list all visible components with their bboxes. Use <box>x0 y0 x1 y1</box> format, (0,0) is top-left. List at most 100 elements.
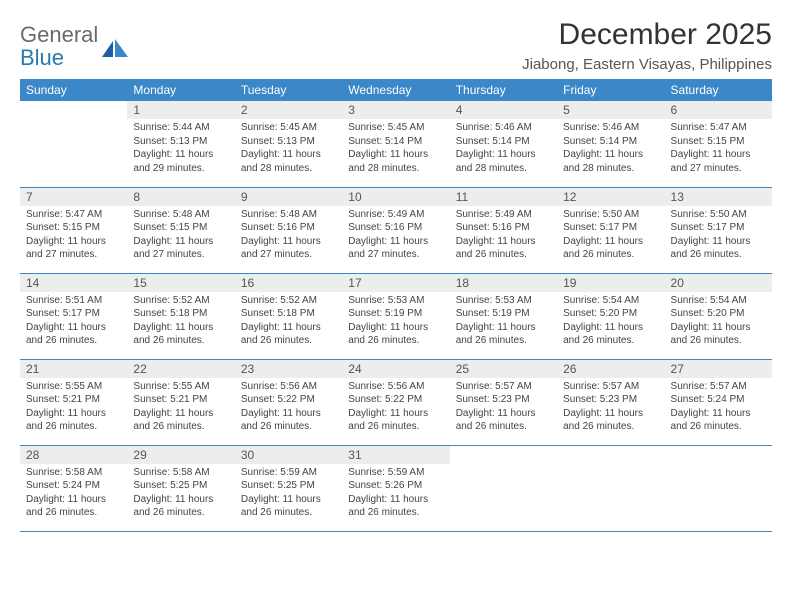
day-body: Sunrise: 5:54 AMSunset: 5:20 PMDaylight:… <box>665 292 772 352</box>
sunset-text: Sunset: 5:20 PM <box>563 307 658 321</box>
day-body: Sunrise: 5:44 AMSunset: 5:13 PMDaylight:… <box>127 119 234 179</box>
day-body: Sunrise: 5:53 AMSunset: 5:19 PMDaylight:… <box>342 292 449 352</box>
daylight-text: and 26 minutes. <box>671 248 766 262</box>
sunrise-text: Sunrise: 5:49 AM <box>348 208 443 222</box>
logo-text-block: General Blue <box>20 24 98 71</box>
day-number: 29 <box>127 446 234 464</box>
sunset-text: Sunset: 5:22 PM <box>241 393 336 407</box>
calendar-cell: 31Sunrise: 5:59 AMSunset: 5:26 PMDayligh… <box>342 445 449 531</box>
daylight-text: Daylight: 11 hours <box>563 235 658 249</box>
day-number: 5 <box>557 101 664 119</box>
day-body: Sunrise: 5:53 AMSunset: 5:19 PMDaylight:… <box>450 292 557 352</box>
day-number: 18 <box>450 274 557 292</box>
day-body: Sunrise: 5:55 AMSunset: 5:21 PMDaylight:… <box>127 378 234 438</box>
sunrise-text: Sunrise: 5:55 AM <box>26 380 121 394</box>
sunset-text: Sunset: 5:22 PM <box>348 393 443 407</box>
day-number: 6 <box>665 101 772 119</box>
daylight-text: and 26 minutes. <box>133 334 228 348</box>
day-header-row: Sunday Monday Tuesday Wednesday Thursday… <box>20 79 772 101</box>
calendar-cell: 10Sunrise: 5:49 AMSunset: 5:16 PMDayligh… <box>342 187 449 273</box>
logo-text-gray: General <box>20 22 98 47</box>
sunrise-text: Sunrise: 5:57 AM <box>671 380 766 394</box>
calendar-cell: 30Sunrise: 5:59 AMSunset: 5:25 PMDayligh… <box>235 445 342 531</box>
sunrise-text: Sunrise: 5:54 AM <box>671 294 766 308</box>
daylight-text: and 26 minutes. <box>241 420 336 434</box>
day-number: 12 <box>557 188 664 206</box>
day-body: Sunrise: 5:45 AMSunset: 5:14 PMDaylight:… <box>342 119 449 179</box>
calendar-cell: 8Sunrise: 5:48 AMSunset: 5:15 PMDaylight… <box>127 187 234 273</box>
calendar-cell: 29Sunrise: 5:58 AMSunset: 5:25 PMDayligh… <box>127 445 234 531</box>
calendar-cell: 11Sunrise: 5:49 AMSunset: 5:16 PMDayligh… <box>450 187 557 273</box>
daylight-text: Daylight: 11 hours <box>348 148 443 162</box>
day-number: 17 <box>342 274 449 292</box>
daylight-text: and 26 minutes. <box>563 420 658 434</box>
day-header: Wednesday <box>342 79 449 101</box>
day-body: Sunrise: 5:52 AMSunset: 5:18 PMDaylight:… <box>235 292 342 352</box>
sunrise-text: Sunrise: 5:47 AM <box>26 208 121 222</box>
calendar-cell: 20Sunrise: 5:54 AMSunset: 5:20 PMDayligh… <box>665 273 772 359</box>
calendar-cell: 12 Sunrise: 5:50 AMSunset: 5:17 PMDayligh… <box>557 187 664 273</box>
day-number: 23 <box>235 360 342 378</box>
sunrise-text: Sunrise: 5:48 AM <box>133 208 228 222</box>
sunset-text: Sunset: 5:18 PM <box>133 307 228 321</box>
sunrise-text: Sunrise: 5:49 AM <box>456 208 551 222</box>
daylight-text: and 26 minutes. <box>671 334 766 348</box>
sunset-text: Sunset: 5:14 PM <box>563 135 658 149</box>
day-body: Sunrise: 5:56 AMSunset: 5:22 PMDaylight:… <box>235 378 342 438</box>
daylight-text: and 26 minutes. <box>348 334 443 348</box>
calendar-cell: 22Sunrise: 5:55 AMSunset: 5:21 PMDayligh… <box>127 359 234 445</box>
sunset-text: Sunset: 5:21 PM <box>133 393 228 407</box>
daylight-text: and 26 minutes. <box>563 334 658 348</box>
sunrise-text: Sunrise: 5:56 AM <box>348 380 443 394</box>
daylight-text: and 26 minutes. <box>456 248 551 262</box>
sunset-text: Sunset: 5:14 PM <box>348 135 443 149</box>
sunset-text: Sunset: 5:14 PM <box>456 135 551 149</box>
sunset-text: Sunset: 5:18 PM <box>241 307 336 321</box>
calendar-cell: 21Sunrise: 5:55 AMSunset: 5:21 PMDayligh… <box>20 359 127 445</box>
sunset-text: Sunset: 5:16 PM <box>456 221 551 235</box>
day-number: 10 <box>342 188 449 206</box>
daylight-text: Daylight: 11 hours <box>241 235 336 249</box>
sunset-text: Sunset: 5:15 PM <box>133 221 228 235</box>
sunrise-text: Sunrise: 5:53 AM <box>348 294 443 308</box>
day-number: 30 <box>235 446 342 464</box>
daylight-text: Daylight: 11 hours <box>671 321 766 335</box>
day-number: 20 <box>665 274 772 292</box>
calendar-cell: 18Sunrise: 5:53 AMSunset: 5:19 PMDayligh… <box>450 273 557 359</box>
sunset-text: Sunset: 5:16 PM <box>241 221 336 235</box>
sunset-text: Sunset: 5:17 PM <box>563 221 658 235</box>
sunset-text: Sunset: 5:13 PM <box>133 135 228 149</box>
daylight-text: Daylight: 11 hours <box>133 321 228 335</box>
daylight-text: and 26 minutes. <box>241 506 336 520</box>
day-body: Sunrise: 5:45 AMSunset: 5:13 PMDaylight:… <box>235 119 342 179</box>
daylight-text: Daylight: 11 hours <box>133 235 228 249</box>
calendar-cell: 27Sunrise: 5:57 AMSunset: 5:24 PMDayligh… <box>665 359 772 445</box>
sunset-text: Sunset: 5:15 PM <box>671 135 766 149</box>
day-body: Sunrise: 5:46 AMSunset: 5:14 PMDaylight:… <box>557 119 664 179</box>
daylight-text: Daylight: 11 hours <box>456 235 551 249</box>
calendar-cell: 13Sunrise: 5:50 AMSunset: 5:17 PMDayligh… <box>665 187 772 273</box>
day-body: Sunrise: 5:59 AMSunset: 5:25 PMDaylight:… <box>235 464 342 524</box>
sunrise-text: Sunrise: 5:46 AM <box>563 121 658 135</box>
sunrise-text: Sunrise: 5:47 AM <box>671 121 766 135</box>
day-number: 9 <box>235 188 342 206</box>
sunrise-text: Sunrise: 5:58 AM <box>26 466 121 480</box>
sunrise-text: Sunrise: 5:50 AM <box>671 208 766 222</box>
day-number: 3 <box>342 101 449 119</box>
sunrise-text: Sunrise: 5:50 AM <box>563 208 658 222</box>
day-body: Sunrise: 5:58 AMSunset: 5:25 PMDaylight:… <box>127 464 234 524</box>
sunset-text: Sunset: 5:23 PM <box>563 393 658 407</box>
calendar-cell: 6Sunrise: 5:47 AMSunset: 5:15 PMDaylight… <box>665 101 772 187</box>
day-body: Sunrise: 5:50 AMSunset: 5:17 PMDaylight:… <box>665 206 772 266</box>
day-body: Sunrise: 5:57 AMSunset: 5:23 PMDaylight:… <box>450 378 557 438</box>
sunset-text: Sunset: 5:21 PM <box>26 393 121 407</box>
calendar-cell <box>557 445 664 531</box>
calendar-cell: 9Sunrise: 5:48 AMSunset: 5:16 PMDaylight… <box>235 187 342 273</box>
daylight-text: and 28 minutes. <box>348 162 443 176</box>
daylight-text: Daylight: 11 hours <box>241 321 336 335</box>
sunset-text: Sunset: 5:23 PM <box>456 393 551 407</box>
day-number: 8 <box>127 188 234 206</box>
day-body: Sunrise: 5:48 AMSunset: 5:15 PMDaylight:… <box>127 206 234 266</box>
day-number: 21 <box>20 360 127 378</box>
sunrise-text: Sunrise: 5:59 AM <box>348 466 443 480</box>
